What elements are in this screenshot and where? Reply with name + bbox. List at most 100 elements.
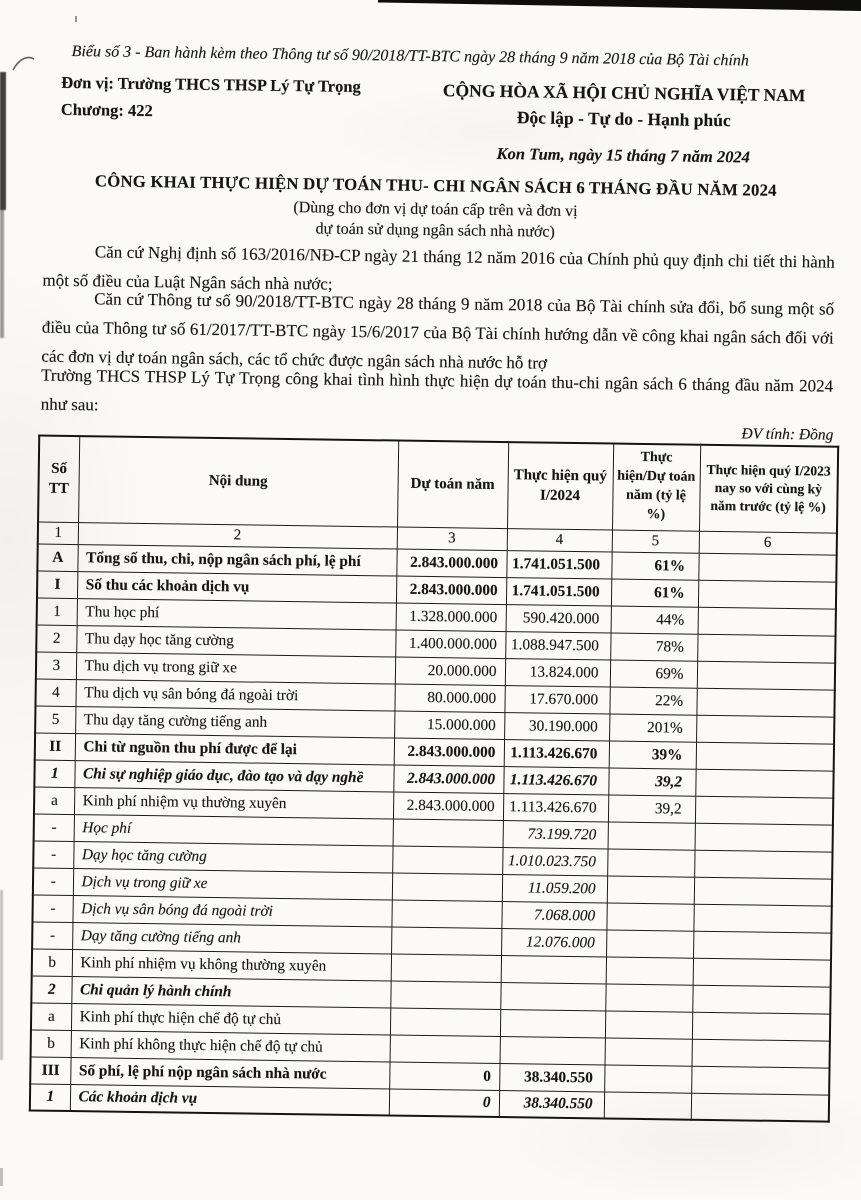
cell-stt: - xyxy=(33,813,74,842)
cell-cung-ky xyxy=(696,687,835,717)
cell-du-toan: 0 xyxy=(389,1061,500,1091)
cell-thuc-hien: 38.340.550 xyxy=(498,1090,605,1119)
cell-ty-le xyxy=(607,821,695,850)
cell-cung-ky xyxy=(694,795,834,825)
form-number-note: Biểu số 3 - Ban hành kèm theo Thông tư s… xyxy=(71,42,749,70)
cell-ty-le xyxy=(605,983,693,1012)
cell-ty-le xyxy=(605,956,694,985)
col-header-thuc-hien-quy: Thực hiện quý I/2024 xyxy=(507,442,614,530)
cell-stt: 5 xyxy=(35,705,76,734)
cell-ty-le xyxy=(606,875,695,904)
col-number: 5 xyxy=(611,529,699,553)
cell-du-toan xyxy=(389,1034,500,1064)
header-row: Số TT Nội dung Dự toán năm Thực hiện quý… xyxy=(38,435,839,533)
cell-du-toan xyxy=(392,818,503,848)
col-number: 6 xyxy=(698,530,837,555)
cell-du-toan: 15.000.000 xyxy=(394,710,505,740)
table-header: Số TT Nội dung Dự toán năm Thực hiện quý… xyxy=(37,435,839,555)
cell-stt: a xyxy=(30,1002,72,1031)
cell-ty-le xyxy=(606,902,694,931)
cell-cung-ky xyxy=(692,957,832,987)
scan-edge-left xyxy=(0,1168,3,1186)
cell-stt: II xyxy=(34,732,76,761)
cell-du-toan xyxy=(390,980,501,1010)
cell-ty-le xyxy=(604,1010,693,1039)
scan-edge-left xyxy=(0,72,6,210)
col-header-noi-dung: Nội dung xyxy=(78,436,399,527)
cell-cung-ky xyxy=(691,1038,830,1068)
cell-thuc-hien: 38.340.550 xyxy=(499,1063,605,1092)
cell-thuc-hien: 7.068.000 xyxy=(501,901,607,930)
cell-stt: - xyxy=(32,921,73,950)
cell-du-toan: 2.843.000.000 xyxy=(396,548,507,578)
cell-cung-ky xyxy=(696,660,836,690)
cell-thuc-hien: 1.741.051.500 xyxy=(505,577,612,606)
cell-stt: 2 xyxy=(31,975,72,1004)
scan-edge-left xyxy=(0,890,3,1060)
cell-cung-ky xyxy=(691,1011,831,1041)
cell-stt: 1 xyxy=(36,597,77,626)
announcement-paragraph: Trường THCS THSP Lý Tự Trọng công khai t… xyxy=(40,365,834,415)
scan-edge-left xyxy=(0,208,4,338)
unit-name: Đơn vị: Trường THCS THSP Lý Tự Trọng xyxy=(61,72,361,96)
cell-thuc-hien xyxy=(500,955,607,984)
cell-du-toan xyxy=(392,845,503,875)
cell-du-toan xyxy=(389,1007,501,1037)
table-body: A Tổng số thu, chi, nộp ngân sách phí, lệ… xyxy=(29,543,837,1122)
col-number: 4 xyxy=(506,528,613,552)
cell-ty-le xyxy=(604,1064,692,1093)
cell-stt: - xyxy=(32,867,74,896)
cell-ty-le xyxy=(604,1037,692,1066)
cell-ty-le: 39,2 xyxy=(608,767,696,796)
cell-stt: b xyxy=(30,1029,71,1058)
cell-ty-le: 39% xyxy=(608,740,697,769)
col-number: 3 xyxy=(396,526,508,551)
cell-cung-ky xyxy=(693,876,833,906)
cell-ty-le xyxy=(603,1091,692,1120)
cell-ty-le: 201% xyxy=(609,713,697,742)
cell-thuc-hien: 1.113.426.670 xyxy=(503,739,610,768)
cell-thuc-hien: 12.076.000 xyxy=(501,928,607,957)
col-header-ty-le: Thực hiện/Dự toán năm (tỷ lệ %) xyxy=(612,443,701,531)
cell-cung-ky xyxy=(696,714,835,744)
cell-thuc-hien: 30.190.000 xyxy=(504,712,610,741)
cell-cung-ky xyxy=(695,768,834,798)
cell-ty-le xyxy=(606,929,694,958)
cell-thuc-hien: 1.113.426.670 xyxy=(502,793,609,822)
cell-cung-ky xyxy=(693,930,832,960)
cell-ty-le: 44% xyxy=(610,605,698,634)
cell-du-toan xyxy=(391,899,502,929)
cell-cung-ky xyxy=(697,606,836,636)
cell-stt: - xyxy=(32,894,73,923)
cell-du-toan: 1.400.000.000 xyxy=(395,629,506,659)
cell-thuc-hien: 1.741.051.500 xyxy=(506,550,612,579)
cell-du-toan: 20.000.000 xyxy=(394,656,506,686)
cell-thuc-hien xyxy=(499,1009,606,1038)
cell-du-toan: 2.843.000.000 xyxy=(392,791,504,821)
scan-edge-top xyxy=(378,0,861,11)
cell-thuc-hien: 1.088.947.500 xyxy=(505,631,611,660)
cell-stt: I xyxy=(36,570,78,599)
col-header-stt: Số TT xyxy=(38,435,80,523)
place-and-date: Kon Tum, ngày 15 tháng 7 năm 2024 xyxy=(496,143,751,167)
cell-stt: a xyxy=(33,786,75,815)
cell-du-toan xyxy=(391,872,503,902)
col-header-cung-ky: Thực hiện quý I/2023 nay so với cùng kỳ … xyxy=(698,444,839,533)
cell-cung-ky xyxy=(695,741,835,771)
cell-du-toan: 1.328.000.000 xyxy=(395,602,506,632)
cell-du-toan: 2.843.000.000 xyxy=(395,575,507,605)
cell-du-toan: 2.843.000.000 xyxy=(393,737,505,767)
cell-thuc-hien: 17.670.000 xyxy=(504,685,610,714)
national-header: CỘNG HÒA XÃ HỘI CHỦ NGHĨA VIỆT NAM Độc l… xyxy=(435,80,814,132)
cell-ty-le: 39,2 xyxy=(607,794,696,823)
col-number: 1 xyxy=(37,521,79,545)
cell-cung-ky xyxy=(693,903,832,933)
cell-thuc-hien: 1.010.023.750 xyxy=(502,847,608,876)
cell-thuc-hien: 590.420.000 xyxy=(505,604,611,633)
cell-ty-le: 61% xyxy=(610,578,699,607)
cell-stt: 3 xyxy=(35,651,77,680)
cell-stt: A xyxy=(37,543,78,572)
cell-ty-le: 61% xyxy=(611,551,699,580)
cell-stt: 4 xyxy=(35,678,76,707)
cell-thuc-hien xyxy=(500,982,606,1011)
